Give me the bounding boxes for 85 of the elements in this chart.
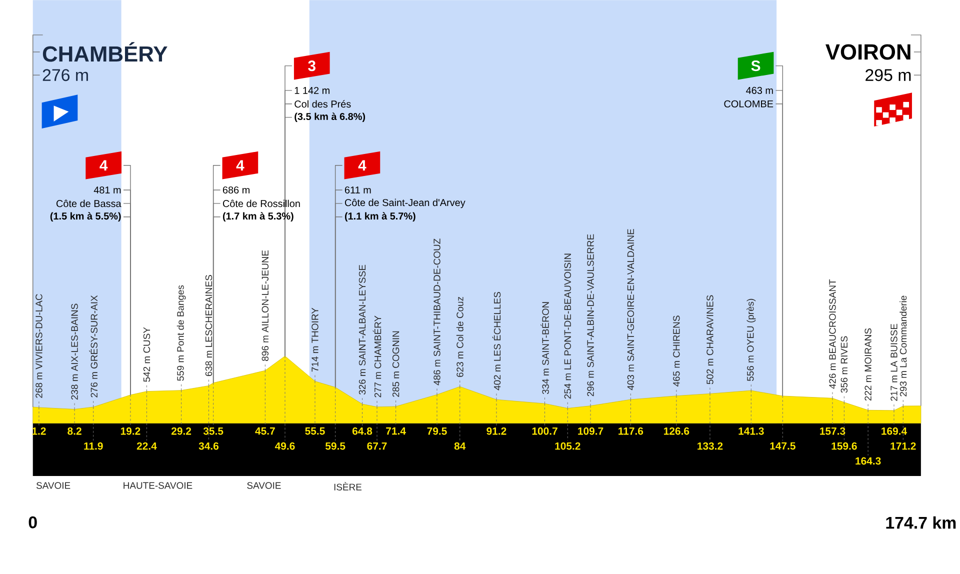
data-label: 254 m LE PONT-DE-BEAUVOISIN [564, 254, 571, 399]
annotation: 126.6 [664, 428, 690, 436]
annotation: 147.5 [770, 442, 796, 450]
annotation: Col des Prés [294, 100, 351, 108]
annotation: 169.4 [882, 428, 907, 436]
text: SAVOIE [36, 482, 70, 490]
data-label: 896 m AILLON-LE-JEUNE [262, 250, 269, 362]
annotation: 35.5 [203, 428, 224, 436]
text: VOIRON [826, 44, 910, 60]
data-label: 559 m Pont de Banges [176, 286, 186, 382]
text: SAVOIE [247, 482, 281, 490]
text: HAUTE-SAVOIE [124, 482, 192, 490]
annotation: 463 m [746, 87, 773, 94]
annotation: 100.7 [532, 428, 558, 436]
data-label: 334 m SAINT-BÉRON [540, 302, 549, 394]
annotation: 1 142 m [294, 87, 330, 94]
data-label: 356 m RIVES [840, 336, 848, 393]
data-label: 556 m OYEU (près) [746, 299, 756, 382]
data-label: 268 m VIVIERS-DU-LAC [36, 294, 42, 398]
data-label: 296 m SAINT-ALBIN-DE-VAULSERRE [587, 234, 594, 396]
annotation: 71.4 [386, 428, 406, 435]
data-label: 714 m THOIRY [312, 308, 318, 372]
annotation: 4 [358, 160, 366, 171]
annotation: 686 m [222, 186, 250, 194]
annotation: (3.5 km à 6.8%) [294, 112, 366, 122]
annotation: 84 [454, 442, 466, 450]
data-label: 217 m LA BUISSE [890, 324, 898, 402]
annotation: (1.1 km à 5.7%) [344, 212, 416, 222]
data-label: 326 m SAINT-ALBAN-LEYSSE [358, 265, 366, 395]
data-label: 426 m BEAUCROISSANT [829, 280, 836, 390]
data-label: 638 m LESCHERAINES [205, 275, 212, 376]
annotation: Côte de Bassa [56, 200, 122, 208]
data-label: 276 m GRÉSY-SUR-AIX [89, 296, 98, 398]
annotation: 481 m [94, 186, 121, 194]
annotation: 79.5 [427, 428, 447, 436]
data-label: 402 m LES ÉCHELLES [492, 292, 501, 390]
annotation: 49.6 [274, 442, 295, 450]
annotation: 159.6 [832, 442, 857, 450]
annotation: S [751, 60, 760, 72]
annotation: COLOMBE [724, 100, 774, 108]
annotation: 171.2 [890, 442, 916, 450]
data-label: 465 m CHIRENS [673, 316, 680, 387]
annotation: 55.5 [305, 428, 325, 435]
annotation: 105.2 [555, 442, 580, 450]
annotation: 11.9 [84, 442, 103, 450]
annotation: 64.8 [352, 428, 372, 436]
annotation: 157.3 [820, 428, 846, 436]
annotation: 19.2 [120, 428, 140, 436]
annotation: (1.5 km à 5.5%) [50, 212, 121, 222]
annotation: 4 [100, 160, 108, 171]
data-label: 277 m CHAMBÉRY [372, 316, 382, 398]
annotation: 29.2 [171, 428, 192, 436]
annotation: 109.7 [578, 428, 604, 436]
annotation: 34.6 [198, 442, 219, 450]
text: 295 m [866, 69, 911, 82]
annotation: 3 [308, 60, 316, 72]
data-label: 486 m SAINT-THIBAUD-DE-COUZ [434, 238, 440, 386]
data-label: 502 m CHARAVINES [706, 295, 714, 384]
annotation: Côte de Rossillon [222, 200, 300, 208]
annotation: 141.3 [738, 428, 764, 436]
x-tick-label: 174.7 km [886, 516, 956, 529]
data-label: 238 m AIX-LES-BAINS [71, 304, 78, 400]
data-label: 623 m Col de Couz [456, 297, 464, 378]
annotation: 164.3 [856, 457, 881, 465]
data-label: 285 m COGNIN [392, 332, 400, 398]
annotation: Côte de Saint-Jean d'Arvey [344, 199, 466, 208]
data-label: 293 m La Commanderie [900, 296, 907, 397]
data-label: 542 m CUSY [143, 327, 150, 382]
annotation: 45.7 [255, 428, 275, 435]
data-label: 403 m SAINT-GEOIRE-EN-VALDAINE [627, 229, 634, 390]
annotation: 22.4 [136, 442, 157, 450]
annotation: 59.5 [325, 442, 346, 450]
data-label: 222 m MOIRANS [864, 328, 872, 401]
annotation: 133.2 [698, 442, 723, 450]
text: CHAMBÉRY [42, 42, 168, 62]
text: 276 m [42, 69, 88, 82]
annotation: 4 [236, 160, 244, 171]
annotation: 611 m [344, 186, 371, 194]
annotation: (1.7 km à 5.3%) [222, 212, 294, 222]
annotation: 67.7 [367, 442, 387, 450]
annotation: 91.2 [486, 428, 506, 436]
x-tick-label: 0 [28, 516, 37, 529]
text: ISÈRE [334, 482, 362, 491]
annotation: 117.6 [618, 428, 644, 436]
annotation: 8.2 [68, 428, 82, 436]
